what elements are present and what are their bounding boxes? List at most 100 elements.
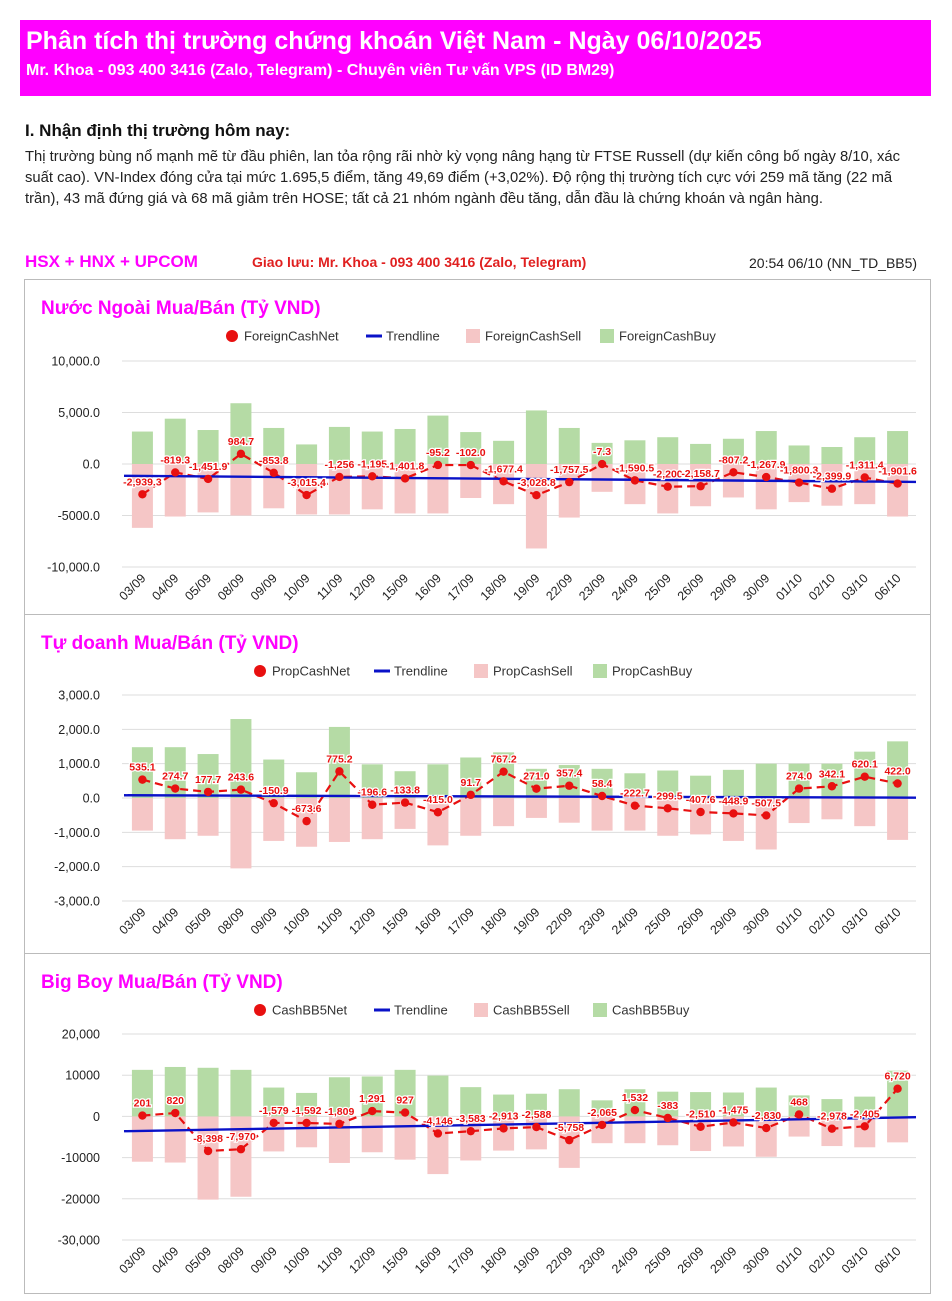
legend-sell-marker — [474, 1003, 488, 1017]
x-tick-label: 16/09 — [412, 571, 444, 603]
x-tick-label: 11/09 — [314, 1244, 345, 1275]
report-title: Phân tích thị trường chứng khoán Việt Na… — [26, 27, 762, 55]
sell-bar — [525, 798, 547, 818]
sell-bar — [230, 464, 252, 516]
buy-bar — [624, 1089, 646, 1117]
data-label: -448.9 — [719, 795, 749, 807]
sell-bar — [460, 464, 482, 498]
x-tick-label: 24/09 — [609, 1244, 641, 1276]
sell-bar — [854, 798, 876, 827]
net-point — [729, 1118, 738, 1127]
x-tick-label: 17/09 — [445, 571, 477, 603]
net-point — [532, 490, 541, 500]
net-point — [630, 801, 640, 810]
sell-bar — [164, 798, 186, 840]
legend-sell-marker — [466, 329, 480, 343]
buy-bar — [755, 763, 777, 798]
buy-bar — [361, 1076, 383, 1117]
data-label: 422.0 — [884, 766, 910, 778]
x-tick-label: 22/09 — [543, 571, 575, 603]
net-point — [499, 477, 508, 486]
x-tick-label: 19/09 — [511, 905, 543, 937]
legend-net-marker — [226, 330, 238, 342]
x-tick-label: 25/09 — [642, 905, 674, 937]
net-point — [597, 459, 607, 469]
trend-line — [123, 1116, 917, 1133]
section-body: Thị trường bùng nổ mạnh mẽ từ đầu phiên,… — [25, 149, 901, 207]
buy-bar — [887, 431, 909, 464]
x-tick-label: 04/09 — [149, 571, 181, 603]
net-point — [138, 490, 147, 499]
sell-bar — [263, 798, 285, 841]
x-tick-label: 05/09 — [182, 571, 214, 603]
data-label: -807.2 — [719, 454, 749, 466]
data-label: 767.2 — [490, 754, 516, 766]
net-line — [141, 452, 898, 497]
sell-bar — [230, 1116, 252, 1197]
buy-bar — [591, 768, 613, 798]
data-label: -1,267.9 — [747, 459, 786, 471]
report-subtitle: Mr. Khoa - 093 400 3416 (Zalo, Telegram)… — [26, 62, 615, 79]
net-point — [335, 767, 344, 776]
sell-bar — [394, 798, 416, 829]
data-label: 820 — [166, 1095, 184, 1107]
x-tick-label: 26/09 — [675, 571, 707, 603]
x-tick-label: 04/09 — [149, 905, 181, 937]
data-label: -150.9 — [259, 785, 289, 797]
x-tick-label: 18/09 — [478, 571, 510, 603]
section-title: I. Nhận định thị trường hôm nay: — [25, 121, 291, 140]
y-tick-label: 5,000.0 — [58, 406, 100, 420]
buy-bar — [854, 437, 876, 464]
chart-title: Nước Ngoài Mua/Bán (Tỷ VND) — [41, 298, 321, 319]
net-point — [400, 474, 410, 483]
net-point — [663, 804, 672, 813]
x-tick-label: 29/09 — [708, 905, 740, 937]
sell-bar — [887, 798, 909, 840]
x-tick-label: 12/09 — [346, 1244, 378, 1276]
x-tick-label: 17/09 — [445, 905, 477, 937]
x-tick-label: 05/09 — [182, 1244, 214, 1276]
net-point — [400, 1108, 410, 1117]
sell-bar — [460, 1116, 482, 1161]
buy-bar — [296, 1092, 318, 1117]
sell-bar — [427, 464, 449, 514]
x-tick-label: 12/09 — [346, 905, 378, 937]
sell-bar — [657, 1116, 679, 1146]
net-point — [827, 782, 837, 791]
net-point — [433, 1129, 443, 1138]
legend-label: CashBB5Net — [272, 1003, 348, 1018]
buy-bar — [657, 770, 679, 798]
data-label: -415.0 — [423, 794, 453, 806]
buy-bar — [394, 771, 416, 798]
net-point — [138, 1111, 147, 1120]
data-label: -1,592 — [292, 1105, 322, 1117]
x-tick-label: 02/10 — [806, 1244, 838, 1276]
data-label: -4,146 — [423, 1115, 453, 1127]
legend-label: ForeignCashBuy — [619, 329, 716, 344]
net-point — [696, 482, 705, 491]
net-line — [142, 769, 898, 823]
data-label: -2,510 — [686, 1109, 716, 1121]
data-label: -2,830 — [751, 1110, 781, 1122]
sell-bar — [263, 1116, 285, 1152]
net-point — [860, 473, 869, 482]
timestamp: 20:54 06/10 (NN_TD_BB5) — [749, 255, 918, 271]
buy-bar — [131, 431, 153, 464]
x-tick-label: 02/10 — [806, 905, 838, 937]
x-tick-label: 11/09 — [314, 571, 345, 602]
sell-bar — [328, 798, 350, 842]
net-point — [794, 1110, 804, 1119]
net-point — [236, 449, 246, 459]
data-label: 535.1 — [129, 762, 155, 774]
legend-buy-marker — [593, 1003, 607, 1017]
sell-bar — [722, 798, 744, 841]
data-label: 274.7 — [162, 771, 188, 783]
buy-bar — [328, 426, 350, 464]
data-label: -2,158.7 — [681, 468, 720, 480]
sell-bar — [788, 798, 810, 824]
x-tick-label: 16/09 — [412, 1244, 444, 1276]
data-label: -7.3 — [593, 446, 611, 458]
y-tick-label: 10000 — [65, 1069, 100, 1083]
buy-bar — [788, 445, 810, 464]
net-point — [565, 477, 574, 487]
